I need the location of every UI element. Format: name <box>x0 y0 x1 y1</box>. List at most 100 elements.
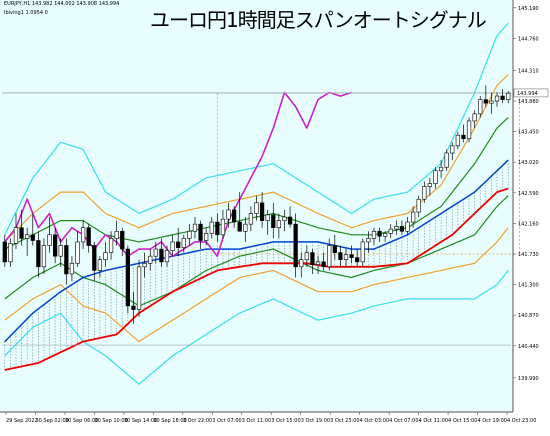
candle-body <box>355 257 360 263</box>
candle-body <box>204 233 209 241</box>
signal-box <box>216 92 520 255</box>
candle-body <box>299 259 304 268</box>
x-tick-label: 3 Oct 23:00 <box>330 418 359 424</box>
candle-body <box>489 100 494 104</box>
y-tick-label: 143.880 <box>518 99 539 105</box>
candle-body <box>80 227 86 243</box>
y-tick-label: 141.730 <box>518 252 539 258</box>
candle-body <box>478 99 483 115</box>
candle-body <box>466 120 472 140</box>
candle-body <box>237 221 242 232</box>
candle-body <box>422 186 427 200</box>
y-tick-label: 144.310 <box>518 68 539 74</box>
x-tick-label: 30 Sep 02:00 <box>35 418 68 424</box>
candle-body <box>192 223 198 232</box>
candle-body <box>25 234 30 239</box>
x-tick-label: 3 Oct 07:00 <box>212 418 241 424</box>
candle-body <box>92 245 97 271</box>
candle-body <box>438 166 444 172</box>
candle-body <box>349 254 354 258</box>
candle-body <box>47 234 52 246</box>
y-axis-ticks: 145.190 144.760 144.310 143.880 143.450 143.0… <box>513 6 539 382</box>
candle-body <box>455 134 460 147</box>
candle-body <box>371 230 377 239</box>
candle-body <box>131 305 136 310</box>
candle-body <box>215 221 220 236</box>
candle-body <box>19 227 24 239</box>
candle-body <box>226 209 231 220</box>
candle-body <box>153 248 158 257</box>
candle-body <box>176 241 181 248</box>
current-price-tag: 143.994 <box>513 88 549 98</box>
chart-title: ユーロ円1時間足スパンオートシグナル <box>150 8 487 32</box>
candle-body <box>377 230 382 237</box>
candle-body <box>41 245 47 268</box>
candle-body <box>36 240 41 268</box>
series-bb-lower-inner <box>4 195 509 307</box>
candle-body <box>64 245 69 275</box>
x-tick-label: 4 Oct 07:00 <box>389 418 418 424</box>
price-tag-label: 143.994 <box>517 91 538 97</box>
y-tick-label: 144.760 <box>518 36 539 42</box>
x-tick-label: 4 Oct 19:00 <box>478 418 507 424</box>
candle-body <box>108 238 114 253</box>
candle-body <box>360 241 365 263</box>
candle-body <box>243 223 248 232</box>
x-tick-label: 4 Oct 03:00 <box>360 418 389 424</box>
candle-body <box>220 218 226 236</box>
candle-body <box>142 262 147 268</box>
candle-body <box>433 170 438 184</box>
candle-body <box>315 261 321 266</box>
candle-body <box>444 152 449 168</box>
x-tick-label: 3 Oct 15:00 <box>271 418 300 424</box>
y-tick-label: 145.190 <box>518 6 539 12</box>
candle-body <box>293 223 298 268</box>
candle-body <box>53 234 58 257</box>
candle-body <box>327 245 332 268</box>
candle-body <box>120 230 125 250</box>
price-tag-box <box>513 88 549 98</box>
y-tick-label: 140.440 <box>518 344 539 350</box>
candle-body <box>97 259 103 271</box>
indicator-label: Ibiving1 1.0954 0 <box>4 10 48 16</box>
candles <box>2 85 511 324</box>
candle-body <box>472 113 477 122</box>
candle-body <box>13 227 19 244</box>
candle-body <box>276 220 281 229</box>
candle-body <box>506 92 511 100</box>
candle-body <box>232 209 237 223</box>
candle-body <box>343 254 349 261</box>
candle-body <box>209 221 214 234</box>
series-bb-lower-mid <box>4 227 509 343</box>
y-tick-label: 142.160 <box>518 221 539 227</box>
candle-body <box>271 214 276 229</box>
candle-body <box>136 266 142 310</box>
candle-body <box>2 241 7 263</box>
candle-body <box>304 252 309 261</box>
x-tick-label: 3 Oct 19:00 <box>301 418 330 424</box>
y-tick-label: 142.590 <box>518 191 539 197</box>
candle-body <box>282 216 287 221</box>
candle-body <box>366 238 371 243</box>
candle-body <box>450 145 455 154</box>
candle-body <box>287 216 293 225</box>
candle-body <box>8 243 13 263</box>
candle-body <box>114 230 119 239</box>
candle-body <box>75 241 80 264</box>
y-tick-label: 141.300 <box>518 283 539 289</box>
series-span-line <box>4 187 509 371</box>
y-tick-label: 139.990 <box>518 376 539 382</box>
candle-body <box>58 245 63 257</box>
x-tick-label: 30 Sep 06:00 <box>65 418 98 424</box>
x-tick-label: 30 Sep 10:00 <box>94 418 127 424</box>
x-tick-label: 4 Oct 11:00 <box>419 418 448 424</box>
x-tick-label: 3 Oct 11:00 <box>242 418 271 424</box>
candle-body <box>483 99 488 104</box>
candle-body <box>321 261 326 268</box>
x-tick-label: 30 Sep 14:00 <box>124 418 157 424</box>
candle-body <box>259 202 265 221</box>
y-tick-label: 140.870 <box>518 313 539 319</box>
